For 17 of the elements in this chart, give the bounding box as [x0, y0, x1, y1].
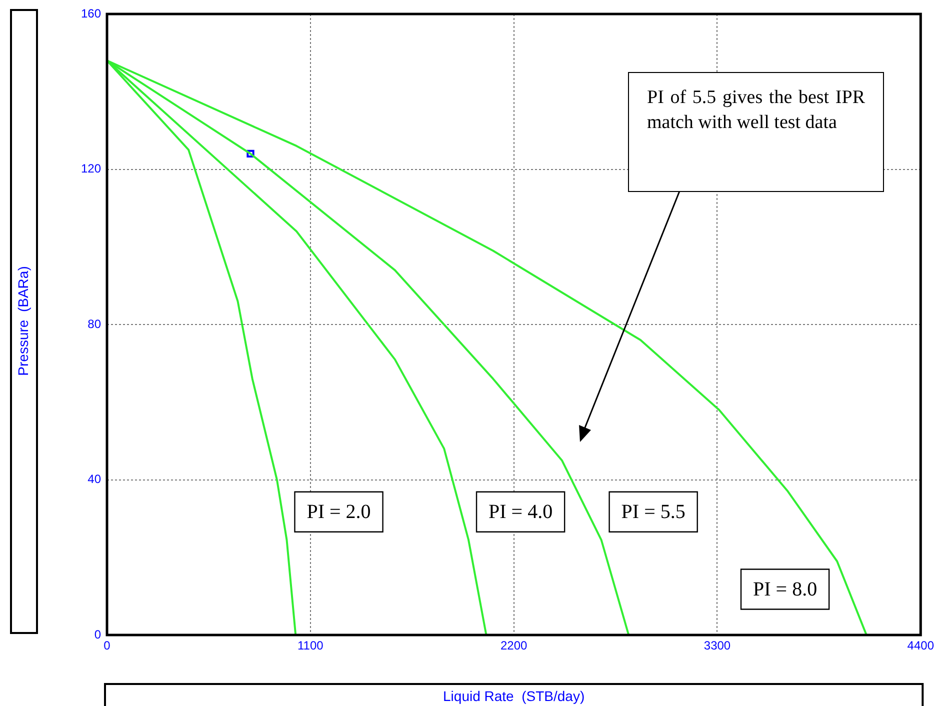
x-tick-label: 0 [104, 638, 111, 653]
x-tick-label: 1100 [298, 638, 324, 653]
x-tick-label: 2200 [500, 638, 528, 653]
x-tick-label: 3300 [704, 638, 731, 653]
y-axis-title: Pressure (BARa) [14, 266, 31, 376]
series-label: PI = 8.0 [753, 578, 818, 601]
series-label: PI = 5.5 [621, 501, 686, 524]
series-label: PI = 4.0 [488, 501, 553, 524]
y-tick-label: 160 [80, 6, 102, 20]
y-tick-label: 0 [94, 627, 102, 642]
y-tick-label: 40 [88, 472, 102, 486]
y-tick-label: 120 [80, 162, 102, 176]
x-axis-title: Liquid Rate (STB/day) [443, 688, 585, 704]
y-tick-label: 80 [88, 316, 102, 331]
x-tick-label: 4400 [907, 638, 934, 653]
text-box: PI of 5.5 gives the best IPR match with well test data [628, 72, 884, 192]
series-label: PI = 2.0 [306, 501, 371, 524]
